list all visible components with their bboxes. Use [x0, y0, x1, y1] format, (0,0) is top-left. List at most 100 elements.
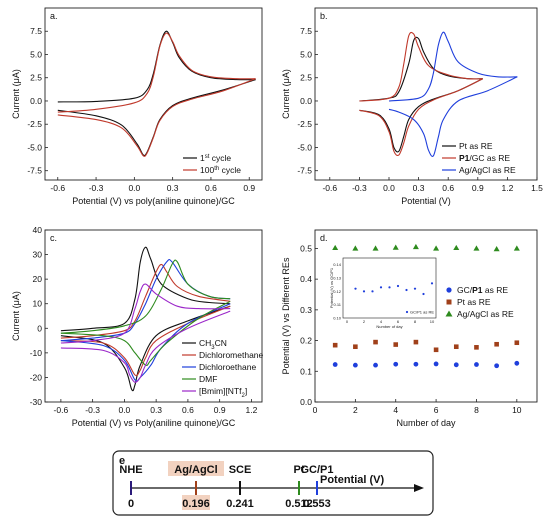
panel-b-plot-frame [314, 7, 538, 181]
panel-d-y-tick-label: 0.0 [300, 397, 312, 407]
scale-panel-frame [112, 450, 434, 516]
panel-d-inset-x-tick-label: 4 [380, 319, 383, 324]
panel-d-inset-y-tick-label: 0.13 [333, 276, 342, 281]
panel-a-y-tick-label: -7.5 [27, 166, 42, 176]
panel-d-inset-point [371, 290, 374, 293]
scale-item-name: NHE [119, 464, 142, 476]
panel-c-x-tick-label: 0.3 [150, 405, 162, 415]
panel-d-inset-y-axis-label: Potential (V) vs GC/P1 [329, 267, 334, 308]
panel-b-legend-label: Pt as RE [459, 141, 493, 151]
panel-c-y-tick-label: -20 [30, 372, 43, 382]
panel-d-inset-x-tick-label: 10 [430, 319, 435, 324]
panel-b-legend-label: Ag/AgCl as RE [459, 165, 516, 175]
panel-d-inset-point [388, 286, 391, 289]
panel-b-x-tick-label: -0.6 [322, 183, 337, 193]
panel-d-point-2 [352, 245, 359, 251]
panel-b-y-axis-label: Current (μA) [281, 69, 291, 119]
panel-b-x-tick-label: 0.3 [413, 183, 425, 193]
panel-c-series-3-oxidation-line [60, 259, 231, 334]
panel-a-legend-label: 100th cycle [200, 165, 241, 175]
panel-d-point-0 [514, 360, 520, 366]
panel-c-series-4-oxidation-line [60, 283, 231, 344]
panel-b-y-tick-label: 0.0 [300, 96, 312, 106]
panel-a-series-1-oxidation-line [57, 32, 256, 113]
panel-a-plot-frame [44, 7, 263, 181]
panel-d-x-tick-label: 6 [434, 405, 439, 415]
panel-c-plot-frame [44, 229, 263, 403]
scale-item-value-highlight [182, 495, 210, 510]
panel-b-series-2-oxidation-line [388, 31, 518, 102]
panel-a-x-tick-label: 0.0 [128, 183, 140, 193]
panel-e-potential-scale: e Potential (V) NHE 0 Ag/AgCl 0.196 SCE 0.241 Pt… [112, 450, 434, 516]
panel-d-point-1 [433, 347, 439, 353]
panel-d-inset-point [422, 292, 425, 296]
panel-b-y-tick-label: -2.5 [297, 119, 312, 129]
panel-d-inset-point [362, 290, 366, 293]
panel-d-inset-x-tick-label: 6 [397, 319, 400, 324]
panel-d-y-tick-label: 0.3 [300, 305, 312, 315]
panel-a-y-tick-label: -2.5 [27, 119, 42, 129]
panel-d-inset-point [405, 288, 408, 292]
panel-d-legend-label: Ag/AgCl as RE [457, 309, 514, 319]
panel-d-point-0 [413, 361, 419, 367]
panel-d-point-1 [514, 340, 520, 346]
scale-item-value: 0.241 [226, 498, 254, 510]
panel-c-x-tick-label: -0.6 [54, 405, 69, 415]
panel-d-inset-point [413, 287, 417, 290]
panel-d-point-0 [494, 363, 500, 369]
panel-d-plot-frame [314, 229, 538, 403]
panel-d-point-0 [373, 362, 378, 368]
panel-d-point-2 [453, 244, 460, 251]
panel-c-series-1-reduction-line [60, 305, 231, 377]
panel-a-y-tick-label: 0.0 [30, 96, 42, 106]
panel-d-legend-swatch [445, 310, 453, 317]
panel-c-x-tick-label: 0.9 [214, 405, 226, 415]
panel-a-x-axis-label: Potential (V) vs poly(aniline quinone)/G… [72, 196, 235, 206]
panel-d-inset-point [430, 282, 434, 285]
panel-c-x-axis-label: Potential (V) vs Poly(aniline quinone)/G… [72, 418, 236, 428]
panel-a-chart: -0.6 -0.3 0.0 0.3 0.6 0.9 -7.5 -5.0 -2.5 0.0 2.5 5.… [11, 7, 263, 206]
panel-d-y-tick-label: 0.2 [300, 336, 312, 346]
panel-b-y-tick-label: 7.5 [300, 26, 312, 36]
panel-b-y-tick-label: -7.5 [297, 166, 312, 176]
panel-c-x-tick-label: 0.0 [118, 405, 130, 415]
panel-d-legend-swatch [446, 287, 452, 293]
panel-a-series-0-oxidation-line [57, 30, 256, 103]
scale-item-value: 0.512 [285, 498, 313, 510]
panel-a-y-axis-label: Current (μA) [11, 69, 21, 119]
panel-d-point-2 [513, 245, 520, 251]
panel-d-point-1 [332, 342, 338, 348]
panel-d-inset-x-tick-label: 8 [414, 319, 417, 324]
panel-c-y-tick-label: 30 [33, 250, 43, 260]
panel-d-chart: 0 2 4 6 8 10 0.0 0.1 0.2 0.3 0.4 0.5 Number of day Po… [281, 229, 538, 428]
panel-d-legend-swatch [446, 299, 452, 305]
panel-c-legend-label: CH3CN [199, 338, 227, 351]
panel-b-x-tick-label: 0.0 [383, 183, 395, 193]
panel-c-x-tick-label: 0.6 [182, 405, 194, 415]
panel-a-x-tick-label: 0.9 [243, 183, 255, 193]
panel-a-series-0-reduction-line [57, 79, 256, 157]
panel-b-series-2-reduction-line [388, 76, 518, 157]
panel-d-point-0 [352, 362, 358, 368]
panel-b-x-tick-label: 1.2 [501, 183, 513, 193]
panel-d-point-2 [372, 245, 379, 251]
panel-d-x-tick-label: 0 [313, 405, 318, 415]
panel-d-x-tick-label: 4 [393, 405, 398, 415]
panel-d-point-2 [332, 244, 339, 251]
panel-d-point-1 [494, 341, 499, 347]
panel-b-panel-label: b. [320, 11, 328, 21]
panel-c-y-tick-label: 10 [33, 299, 43, 309]
panel-b-legend-label: P1/GC as RE [459, 153, 510, 163]
panel-b-x-axis-label: Potential (V) [401, 196, 451, 206]
scale-panel-label: e [119, 455, 125, 467]
panel-d-inset-x-tick-label: 2 [363, 319, 366, 324]
panel-d-inset-x-axis-label: Number of day [376, 324, 402, 329]
panel-a-y-tick-label: -5.0 [27, 142, 42, 152]
panel-c-legend-label: [Bmim][NTf2] [199, 386, 247, 399]
panel-d-x-tick-label: 8 [474, 405, 479, 415]
panel-a-panel-label: a. [50, 11, 58, 21]
panel-d-inset-legend-swatch [405, 310, 409, 314]
panel-c-y-tick-label: -10 [30, 348, 43, 358]
panel-c-x-tick-label: -0.3 [85, 405, 100, 415]
